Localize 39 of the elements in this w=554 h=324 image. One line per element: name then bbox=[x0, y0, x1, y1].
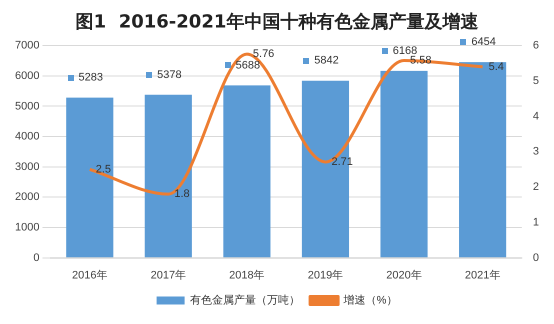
y2-tick-label: 1 bbox=[532, 216, 540, 228]
bar bbox=[144, 94, 192, 258]
y2-tick-label: 5 bbox=[532, 75, 540, 87]
bar bbox=[459, 62, 506, 258]
bar bbox=[66, 98, 114, 258]
data-label: 5283 bbox=[78, 72, 104, 84]
data-label: 5.76 bbox=[252, 48, 274, 60]
y-tick-label: 2000 bbox=[14, 191, 40, 204]
data-label: 5688 bbox=[236, 59, 260, 72]
data-label: 6454 bbox=[471, 36, 496, 48]
y-tick-label: 1000 bbox=[14, 222, 40, 234]
chart-title: 图1 2016-2021年中国十种有色金属产量及增速 bbox=[76, 11, 478, 32]
bar bbox=[380, 70, 428, 258]
y-tick-label: 3000 bbox=[14, 160, 40, 173]
y2-tick-label: 6 bbox=[532, 40, 540, 52]
bar bbox=[223, 85, 270, 258]
data-label: 2.5 bbox=[96, 163, 112, 176]
legend-label: 增速（%） bbox=[342, 294, 398, 307]
legend-label: 有色金属产量（万吨） bbox=[190, 294, 300, 307]
x-tick-label: 2020年 bbox=[386, 269, 422, 282]
x-tick-label: 2018年 bbox=[229, 269, 265, 282]
x-tick-label: 2017年 bbox=[150, 269, 186, 282]
data-label: 5378 bbox=[157, 68, 182, 81]
y2-tick-label: 4 bbox=[532, 110, 540, 122]
y2-tick-label: 0 bbox=[532, 252, 540, 264]
y-tick-label: 4000 bbox=[14, 130, 40, 143]
y-tick-label: 5000 bbox=[14, 100, 40, 112]
data-label: 1.8 bbox=[174, 188, 190, 200]
data-label: 5842 bbox=[314, 54, 339, 67]
y-tick-label: 0 bbox=[33, 252, 40, 264]
x-tick-label: 2021年 bbox=[464, 269, 500, 282]
y-tick-label: 6000 bbox=[14, 70, 40, 82]
y2-tick-label: 2 bbox=[532, 181, 540, 194]
data-label: 6168 bbox=[392, 44, 418, 57]
y2-tick-label: 3 bbox=[532, 146, 540, 158]
y-tick-label: 7000 bbox=[14, 40, 40, 52]
data-label: 5.4 bbox=[488, 60, 504, 73]
x-tick-label: 2019年 bbox=[308, 269, 344, 282]
x-tick-label: 2016年 bbox=[72, 269, 108, 282]
